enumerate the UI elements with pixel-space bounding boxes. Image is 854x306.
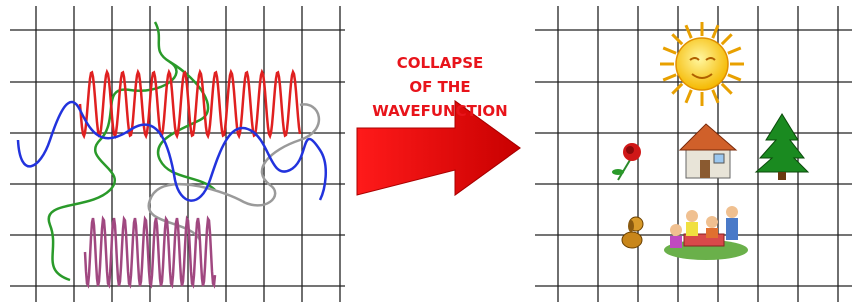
wave xyxy=(18,102,326,201)
house-icon xyxy=(680,124,736,178)
label-line: COLLAPSE xyxy=(397,54,484,72)
tree-icon xyxy=(756,114,808,180)
sun-ray xyxy=(663,48,676,53)
sun-ray xyxy=(722,84,732,94)
picnic-icon xyxy=(664,206,748,260)
sun-ray xyxy=(686,90,691,103)
sun-ray xyxy=(663,75,676,80)
sun-ray xyxy=(672,34,682,44)
sun-ray xyxy=(728,75,741,80)
sun-ray xyxy=(728,48,741,53)
sun-ray xyxy=(722,34,732,44)
label-line: OF THE xyxy=(409,78,470,96)
rose-icon xyxy=(612,143,641,180)
label-line: WAVEFUNCTION xyxy=(372,102,507,120)
sun-ray xyxy=(713,25,718,38)
diagram: COLLAPSE OF THE WAVEFUNCTION xyxy=(0,0,854,306)
dog-icon xyxy=(622,217,643,248)
waves xyxy=(18,22,326,286)
sun-ray xyxy=(713,90,718,103)
sun-ray xyxy=(686,25,691,38)
left-grid xyxy=(10,6,345,302)
sun-icon xyxy=(660,22,744,106)
sun-ray xyxy=(672,84,682,94)
